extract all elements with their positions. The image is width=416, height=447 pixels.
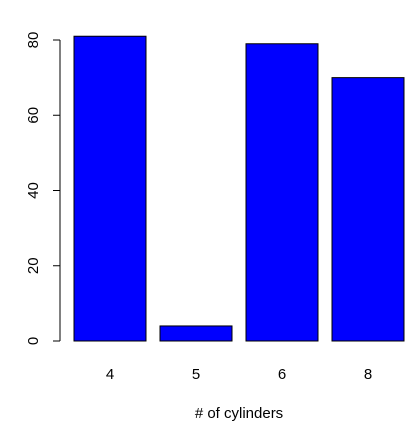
x-tick-label-6: 6 [278,366,286,383]
y-axis: 0 20 40 60 80 [25,32,61,345]
bar-4 [73,35,147,342]
y-tick-label-0: 0 [25,337,42,345]
bar-series [73,35,405,342]
x-tick-labels: 4 5 6 8 [106,366,372,383]
x-tick-label-8: 8 [364,366,372,383]
x-tick-label-4: 4 [106,366,114,383]
y-tick-label-80: 80 [25,32,42,49]
x-axis-label: # of cylinders [195,405,283,422]
y-tick-label-60: 60 [25,107,42,124]
x-tick-label-5: 5 [192,366,200,383]
y-tick-label-40: 40 [25,182,42,199]
bar-5 [159,325,233,342]
bar-8 [331,77,405,342]
y-tick-label-20: 20 [25,257,42,274]
bar-6 [245,43,319,342]
